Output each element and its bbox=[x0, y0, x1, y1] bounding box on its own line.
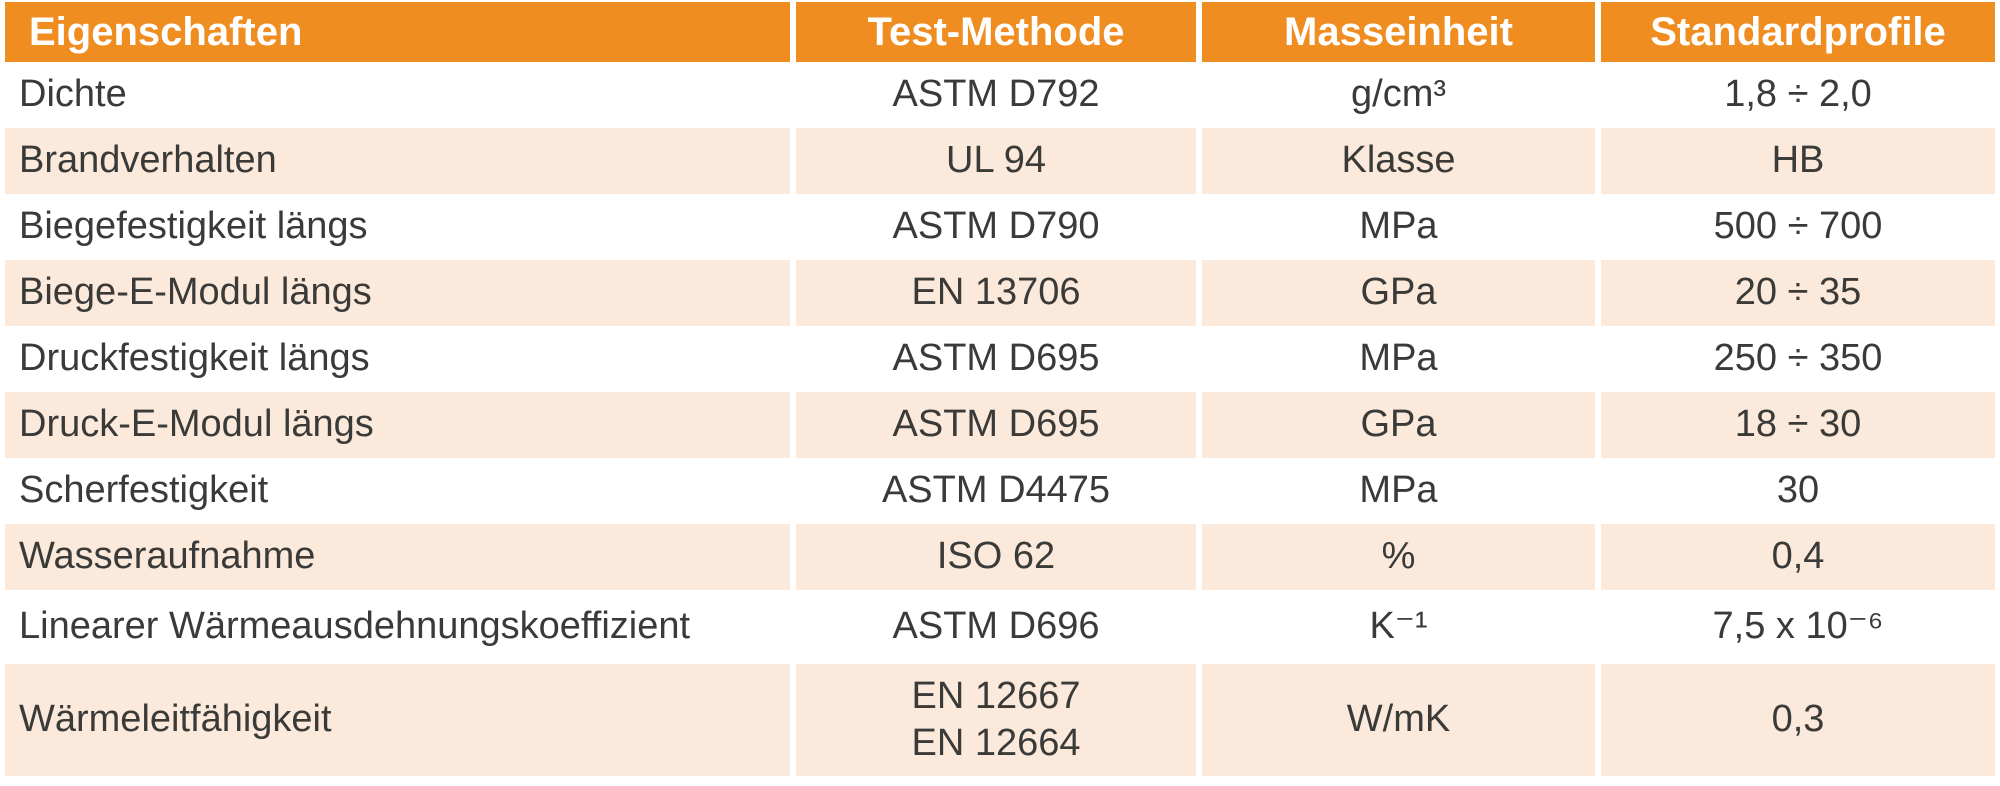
value-cell: 500 ÷ 700 bbox=[1713, 205, 1883, 248]
value-cell: 1,8 ÷ 2,0 bbox=[1724, 73, 1872, 116]
test-method-cell: ASTM D696 bbox=[892, 605, 1100, 648]
material-properties-table: Eigenschaften Test-Methode Masseinheit S… bbox=[5, 2, 1995, 776]
test-method-cell: ISO 62 bbox=[796, 524, 1196, 590]
test-method-cell: UL 94 bbox=[796, 128, 1196, 194]
unit-cell: MPa bbox=[1359, 337, 1438, 380]
property-cell: Scherfestigkeit bbox=[19, 469, 269, 512]
table-header-row: Eigenschaften Test-Methode Masseinheit S… bbox=[5, 2, 1995, 62]
unit-cell: g/cm³ bbox=[1351, 73, 1446, 116]
value-cell: 18 ÷ 30 bbox=[1601, 392, 1995, 458]
value-cell: 20 ÷ 35 bbox=[1601, 260, 1995, 326]
unit-cell: % bbox=[1202, 524, 1595, 590]
test-method-cell: ASTM D695 bbox=[796, 392, 1196, 458]
property-cell: Druck-E-Modul längs bbox=[5, 392, 790, 458]
unit-cell: MPa bbox=[1359, 205, 1438, 248]
table-row-druckfestigkeit: Druckfestigkeit längs ASTM D695 MPa 250 … bbox=[5, 326, 1995, 392]
unit-cell: GPa bbox=[1202, 260, 1595, 326]
table-row-brandverhalten: Brandverhalten UL 94 Klasse HB bbox=[5, 128, 1995, 194]
property-cell: Biegefestigkeit längs bbox=[19, 205, 368, 248]
unit-cell: Klasse bbox=[1202, 128, 1595, 194]
table-row-druck-e-modul: Druck-E-Modul längs ASTM D695 GPa 18 ÷ 3… bbox=[5, 392, 1995, 458]
property-cell: Druckfestigkeit längs bbox=[19, 337, 370, 380]
value-cell: 7,5 x 10⁻⁶ bbox=[1712, 605, 1884, 648]
property-cell: Dichte bbox=[19, 73, 127, 116]
test-method-cell: ASTM D4475 bbox=[881, 469, 1111, 512]
table-row-biegefestigkeit: Biegefestigkeit längs ASTM D790 MPa 500 … bbox=[5, 194, 1995, 260]
table-row-waermeleitfaehigkeit: Wärmeleitfähigkeit EN 12667 EN 12664 W/m… bbox=[5, 664, 1995, 776]
property-cell: Wasseraufnahme bbox=[5, 524, 790, 590]
table-row-wasseraufnahme: Wasseraufnahme ISO 62 % 0,4 bbox=[5, 524, 1995, 590]
value-cell: 250 ÷ 350 bbox=[1713, 337, 1883, 380]
unit-cell: GPa bbox=[1202, 392, 1595, 458]
property-cell: Brandverhalten bbox=[5, 128, 790, 194]
column-header-eigenschaften: Eigenschaften bbox=[5, 2, 790, 62]
column-header-masseinheit: Masseinheit bbox=[1202, 2, 1595, 62]
test-method-cell: EN 13706 bbox=[796, 260, 1196, 326]
test-method-cell: ASTM D792 bbox=[892, 73, 1100, 116]
table-row-biege-e-modul: Biege-E-Modul längs EN 13706 GPa 20 ÷ 35 bbox=[5, 260, 1995, 326]
table-row-waermeausdehnung: Linearer Wärmeausdehnungskoeffizient AST… bbox=[5, 590, 1995, 664]
property-cell: Wärmeleitfähigkeit bbox=[5, 664, 790, 776]
value-cell: 30 bbox=[1776, 469, 1820, 512]
unit-cell: K⁻¹ bbox=[1369, 605, 1428, 648]
column-header-standardprofile: Standardprofile bbox=[1601, 2, 1995, 62]
test-method-cell: EN 12667 EN 12664 bbox=[796, 664, 1196, 776]
test-method-cell: ASTM D695 bbox=[892, 337, 1100, 380]
unit-cell: W/mK bbox=[1202, 664, 1595, 776]
column-header-test-methode: Test-Methode bbox=[796, 2, 1196, 62]
table-row-dichte: Dichte ASTM D792 g/cm³ 1,8 ÷ 2,0 bbox=[5, 62, 1995, 128]
property-cell: Linearer Wärmeausdehnungskoeffizient bbox=[19, 605, 691, 648]
value-cell: 0,3 bbox=[1601, 664, 1995, 776]
unit-cell: MPa bbox=[1359, 469, 1438, 512]
property-cell: Biege-E-Modul längs bbox=[5, 260, 790, 326]
test-method-cell: ASTM D790 bbox=[892, 205, 1100, 248]
table-row-scherfestigkeit: Scherfestigkeit ASTM D4475 MPa 30 bbox=[5, 458, 1995, 524]
value-cell: 0,4 bbox=[1601, 524, 1995, 590]
value-cell: HB bbox=[1601, 128, 1995, 194]
